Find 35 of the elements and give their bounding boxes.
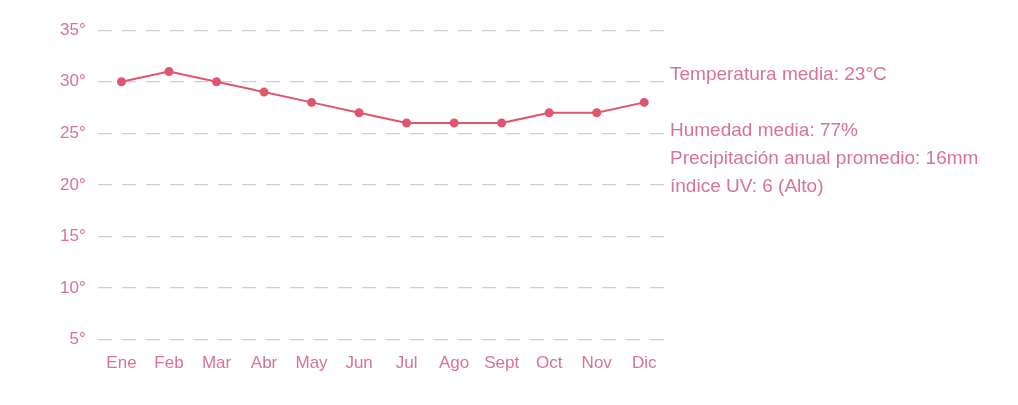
point (164, 66, 174, 76)
x-tick-label: Jul (395, 353, 418, 373)
point (307, 97, 317, 107)
x-tick-label: May (295, 353, 329, 373)
point (116, 77, 126, 87)
y-tick-label: 35° (59, 19, 86, 39)
text: índice UV: 6 (Alto) (670, 174, 825, 198)
x-tick-label: Abr (250, 353, 278, 373)
x-tick-label: Mar (201, 353, 232, 373)
point (639, 97, 649, 107)
point (592, 108, 602, 118)
y-tick-label: 30° (59, 71, 86, 91)
point (449, 118, 459, 128)
x-tick-label: Sept (484, 353, 520, 373)
point (354, 108, 364, 118)
y-tick-label: 10° (59, 277, 86, 297)
text: Precipitación anual promedio: 16mm (670, 146, 979, 170)
x-tick-label: Ago (439, 353, 470, 373)
point (212, 77, 222, 87)
y-tick-label: 15° (59, 226, 86, 246)
text: Humedad media: 77% (670, 118, 859, 142)
x-tick-label: Feb (154, 353, 184, 373)
x-tick-label: Oct (535, 353, 563, 373)
y-tick-label: 5° (69, 329, 86, 349)
y-tick-label: 25° (59, 123, 86, 143)
x-tick-label: Ene (106, 353, 137, 373)
x-tick-label: Nov (581, 353, 613, 373)
x-tick-label: Jun (345, 353, 373, 373)
point (259, 87, 269, 97)
y-tick-label: 20° (59, 174, 86, 194)
x-tick-label: Dic (631, 353, 658, 373)
point (497, 118, 507, 128)
text: Temperatura media: 23°C (670, 62, 888, 86)
point (402, 118, 412, 128)
point (544, 108, 554, 118)
